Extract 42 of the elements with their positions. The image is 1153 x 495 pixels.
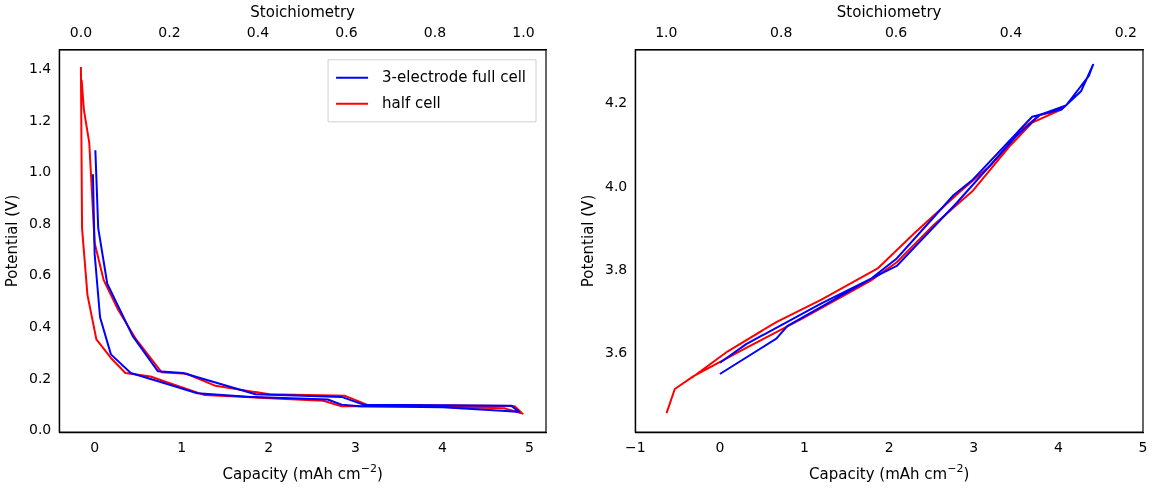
y-tick-label: 0.2 [29,369,52,386]
x2-tick-label: 0.0 [69,24,93,41]
x2-tick-label: 0.6 [335,24,358,41]
x2-tick-label: 0.8 [770,24,793,41]
x2-tick-label: 0.4 [999,24,1023,41]
x2-axis-title: Stoichiometry [250,2,356,21]
x-tick-label: 5 [525,439,534,456]
y-tick-label: 0.8 [29,214,52,231]
x2-tick-label: 0.6 [884,24,908,41]
x2-tick-label: 0.2 [158,24,181,41]
y-tick-label: 3.6 [605,343,628,360]
x-tick-label: 4 [1053,439,1063,456]
y-tick-label: 1.0 [29,163,52,180]
x2-tick-label: 0.4 [246,24,270,41]
x-tick-label: 1 [800,439,809,456]
y-tick-label: 1.2 [29,111,52,128]
x2-axis-title: Stoichiometry [836,2,942,21]
x2-tick-label: 1.0 [655,24,678,41]
x-tick-label: 4 [438,439,448,456]
x-tick-label: 0 [90,439,100,456]
x-tick-label: 5 [1138,439,1148,456]
x-tick-label: 0 [715,439,725,456]
x-tick-label: 2 [884,439,894,456]
y-tick-label: 0.6 [29,266,52,283]
y-tick-label: 1.4 [29,60,52,77]
y-tick-label: 4.0 [605,177,628,194]
x-tick-label: 3 [969,439,979,456]
legend-label: 3-electrode full cell [382,67,527,86]
y-axis-title: Potential (V) [2,194,21,288]
y-axis-title: Potential (V) [578,194,597,288]
x2-tick-label: 0.8 [423,24,447,41]
x-tick-label: −1 [624,439,646,456]
x-tick-label: 1 [177,439,187,456]
x2-tick-label: 1.0 [512,24,535,41]
x-tick-label: 2 [264,439,274,456]
y-tick-label: 0.0 [29,421,52,438]
x2-tick-label: 0.2 [1114,24,1137,41]
y-tick-label: 0.4 [29,317,52,334]
y-tick-label: 4.2 [605,94,628,111]
legend-label: half cell [382,93,441,112]
x-tick-label: 3 [351,439,361,456]
y-tick-label: 3.8 [605,260,628,277]
